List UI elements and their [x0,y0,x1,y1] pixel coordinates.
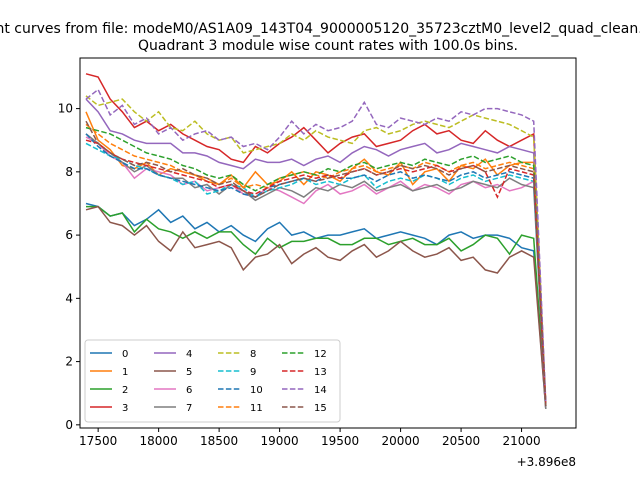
legend-label-0: 0 [122,349,128,360]
legend-label-4: 4 [186,349,192,360]
legend-label-7: 7 [186,403,192,414]
legend-label-9: 9 [250,367,256,378]
legend-label-6: 6 [186,385,192,396]
y-axis-ticks: 0 2 4 6 8 10 [58,102,80,432]
x-tick-label: 21000 [502,434,540,448]
legend-label-12: 12 [314,349,327,360]
y-tick-label: 10 [58,102,73,116]
series-line-6 [85,136,547,410]
series-line-15 [85,120,547,406]
series-lines [85,73,547,410]
y-tick-label: 6 [65,228,73,242]
legend-label-15: 15 [314,403,327,414]
series-line-2 [86,205,547,406]
x-tick-label: 17500 [79,434,117,448]
x-tick-label: 20500 [442,434,480,448]
series-line-10 [85,133,547,406]
series-line-12 [85,126,547,406]
series-line-4 [85,98,547,406]
x-axis-ticks: 17500 18000 18500 19000 19500 20000 20500 21000 [79,428,541,448]
x-axis-offset-label: +3.896e8 [517,455,576,469]
legend-label-2: 2 [122,385,128,396]
legend-label-13: 13 [314,367,327,378]
legend-label-3: 3 [122,403,128,414]
legend-frame [84,339,341,423]
series-line-3 [85,73,547,406]
legend-label-14: 14 [314,385,327,396]
legend-label-1: 1 [122,367,128,378]
series-line-14 [85,88,547,403]
figure-suptitle: Light curves from file: modeM0/AS1A09_14… [0,21,640,37]
x-tick-label: 18000 [140,434,178,448]
x-tick-label: 19000 [261,434,299,448]
chart-title: Quadrant 3 module wise count rates with … [138,38,518,54]
y-tick-label: 8 [65,165,73,179]
x-tick-label: 20000 [381,434,419,448]
legend-label-8: 8 [250,349,256,360]
x-tick-label: 19500 [321,434,359,448]
legend-label-10: 10 [250,385,263,396]
x-tick-label: 18500 [200,434,238,448]
series-line-5 [85,205,547,410]
legend-label-5: 5 [186,367,192,378]
legend-label-11: 11 [250,403,263,414]
y-tick-label: 4 [65,291,73,305]
series-line-8 [85,95,547,406]
axes-frame [79,57,577,429]
y-tick-label: 0 [65,418,73,432]
y-tick-label: 2 [65,355,73,369]
